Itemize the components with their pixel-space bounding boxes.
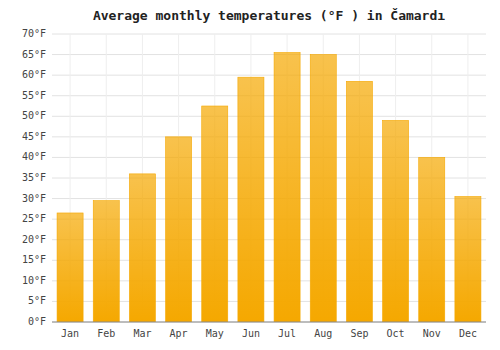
- y-grid-line: [52, 116, 486, 117]
- x-tick-label: Aug: [314, 328, 332, 339]
- y-grid-line: [52, 75, 486, 76]
- y-tick-label: 0°F: [28, 316, 46, 327]
- y-grid-line: [52, 34, 486, 35]
- y-tick-label: 5°F: [28, 295, 46, 306]
- bar: [419, 157, 445, 322]
- bar: [274, 53, 300, 322]
- bar: [383, 120, 409, 322]
- y-tick-label: 15°F: [22, 254, 46, 265]
- bar: [166, 137, 192, 322]
- chart: 0°F 5°F 10°F 15°F 20°F 25°F 30°F 35°F 40°F 45°F 50…: [0, 0, 500, 350]
- y-tick-label: 45°F: [22, 131, 46, 142]
- x-tick-label: Jun: [242, 328, 260, 339]
- x-tick-label: Jan: [61, 328, 79, 339]
- title: Average monthly temperatures (°F ) in Ča…: [93, 8, 445, 23]
- x-tick-label: Oct: [387, 328, 405, 339]
- y-tick-label: 40°F: [22, 151, 46, 162]
- bar: [129, 174, 155, 322]
- bar: [346, 81, 372, 322]
- bar: [57, 213, 83, 322]
- y-tick-label: 50°F: [22, 110, 46, 121]
- y-tick-label: 10°F: [22, 275, 46, 286]
- x-axis: Jan Feb Mar Apr May Jun Jul Aug Sep Oct Nov Dec: [61, 328, 477, 339]
- bar: [310, 55, 336, 322]
- bar: [93, 201, 119, 322]
- x-tick-label: Apr: [170, 328, 188, 339]
- chart-container: 0°F 5°F 10°F 15°F 20°F 25°F 30°F 35°F 40°F 45°F 50…: [0, 0, 500, 350]
- x-tick-label: Jul: [278, 328, 296, 339]
- bar: [455, 197, 481, 322]
- x-axis-line: [52, 322, 486, 323]
- y-grid-line: [52, 95, 486, 96]
- x-tick-label: Dec: [459, 328, 477, 339]
- y-grid-line: [52, 54, 486, 55]
- y-tick-label: 20°F: [22, 234, 46, 245]
- y-tick-label: 55°F: [22, 90, 46, 101]
- x-tick-label: May: [206, 328, 224, 339]
- x-tick-label: Feb: [97, 328, 115, 339]
- y-grid-line: [52, 136, 486, 137]
- bars: [57, 53, 481, 322]
- bar: [202, 106, 228, 322]
- bar: [238, 77, 264, 322]
- x-tick-label: Mar: [133, 328, 151, 339]
- x-tick-label: Sep: [350, 328, 368, 339]
- grid: [52, 34, 486, 322]
- x-tick-label: Nov: [423, 328, 441, 339]
- y-tick-label: 25°F: [22, 213, 46, 224]
- y-tick-label: 30°F: [22, 193, 46, 204]
- y-grid-line: [52, 322, 486, 323]
- y-tick-label: 60°F: [22, 69, 46, 80]
- y-tick-label: 65°F: [22, 49, 46, 60]
- y-tick-label: 70°F: [22, 28, 46, 39]
- y-tick-label: 35°F: [22, 172, 46, 183]
- y-axis: 0°F 5°F 10°F 15°F 20°F 25°F 30°F 35°F 40°F 45°F 50…: [22, 28, 46, 327]
